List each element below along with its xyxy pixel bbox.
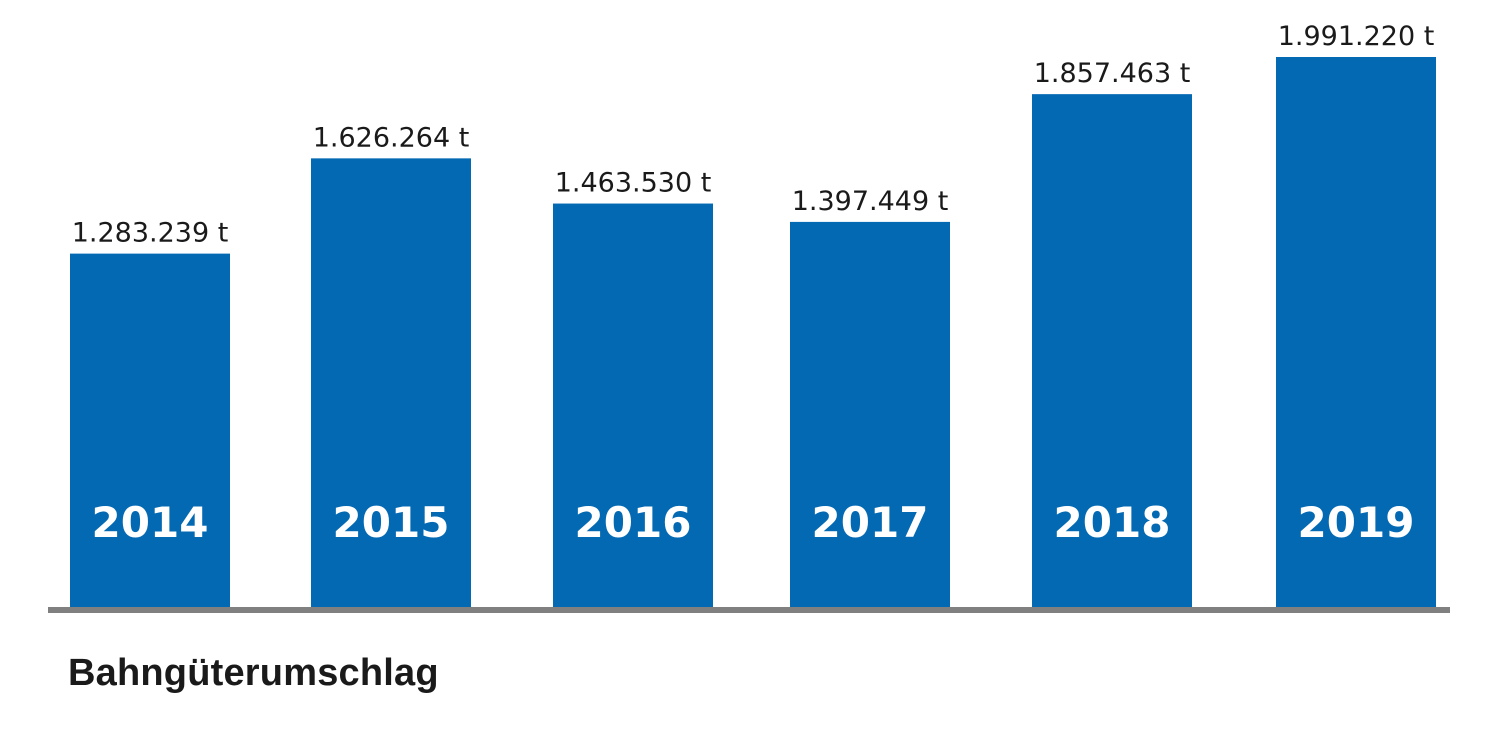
value-label-2017: 1.397.449 t <box>792 186 949 217</box>
category-label-2014: 2014 <box>92 498 209 547</box>
value-label-2014: 1.283.239 t <box>72 218 229 249</box>
bar-2017 <box>790 221 950 610</box>
bar-2018 <box>1032 94 1192 610</box>
value-label-2018: 1.857.463 t <box>1034 58 1191 89</box>
bar-2014 <box>70 253 230 610</box>
chart-title: Bahngüterumschlag <box>68 652 439 694</box>
category-label-2017: 2017 <box>812 498 929 547</box>
bars-layer: 1.283.239 t 2014 1.626.264 t 2015 1.463.530 … <box>70 21 1436 611</box>
category-label-2018: 2018 <box>1054 498 1171 547</box>
bar-2015 <box>311 158 471 610</box>
category-label-2016: 2016 <box>575 498 692 547</box>
value-label-2015: 1.626.264 t <box>313 122 470 153</box>
value-label-2016: 1.463.530 t <box>555 168 712 199</box>
category-label-2019: 2019 <box>1298 498 1415 547</box>
value-label-2019: 1.991.220 t <box>1278 21 1435 52</box>
bar-2016 <box>553 203 713 611</box>
bar-2019 <box>1276 57 1436 610</box>
category-label-2015: 2015 <box>333 498 450 547</box>
